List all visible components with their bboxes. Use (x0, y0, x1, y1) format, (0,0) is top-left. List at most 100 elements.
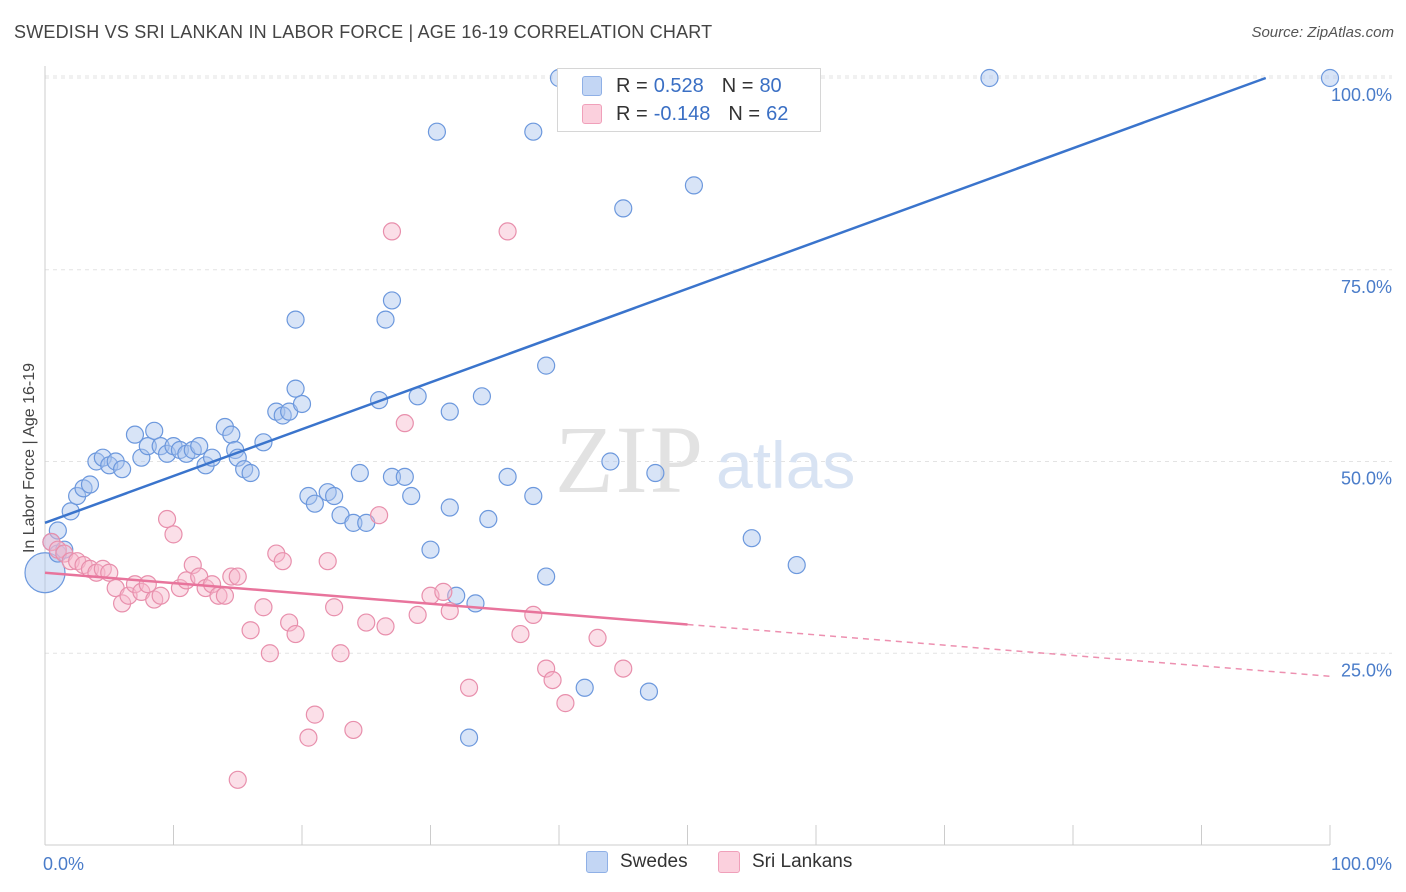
tick-labels: 25.0% 50.0% 75.0% 100.0% 0.0% 100.0% (43, 85, 1392, 874)
sri-lankans-point-36 (286, 624, 305, 644)
y-tick-label-3: 100.0% (1331, 85, 1392, 105)
sri-lankans-point-53 (498, 222, 517, 241)
chart-title: SWEDISH VS SRI LANKAN IN LABOR FORCE | A… (14, 22, 713, 42)
swedes-point-82 (286, 310, 305, 329)
swedes-point-48 (382, 467, 402, 486)
legend-item-sri-lankans[interactable]: Sri Lankans (718, 851, 852, 873)
legend-label-swedes: Swedes (620, 851, 688, 872)
sri-lankans-point-39 (318, 552, 337, 571)
swedes-point-83 (376, 310, 395, 329)
swedes-point-62 (537, 567, 556, 586)
sri-lankans-point-30 (241, 621, 260, 640)
swedes-point-8 (80, 475, 100, 494)
swedes-point-60 (498, 467, 517, 486)
sri-lankans-point-45 (376, 617, 395, 636)
legend-item-swedes[interactable]: Swedes (586, 851, 688, 873)
x-tick-label-1: 100.0% (1331, 854, 1392, 874)
legend-n-label: N = (721, 74, 754, 97)
sri-lankans-point-50 (434, 582, 453, 601)
sri-lankans-point-37 (299, 728, 318, 747)
sri-lankans-point-28 (222, 567, 241, 586)
sri-lankans-point-29 (228, 567, 247, 586)
swedes-point-53 (440, 402, 459, 421)
swedes-point-38 (292, 394, 312, 414)
swedes-point-50 (402, 486, 421, 506)
swedes-point-24 (190, 437, 209, 456)
y-tick-label-1: 50.0% (1341, 469, 1392, 489)
swedes-point-52 (421, 540, 440, 559)
swedes-point-80 (1320, 68, 1340, 88)
swedes-point-2 (48, 521, 67, 540)
legend-swatch-swedes (582, 76, 602, 96)
legend-swatch-sri-lankans (718, 851, 740, 873)
swedes-point-76 (742, 529, 761, 548)
y-axis-title: In Labor Force | Age 16-19 (21, 363, 38, 553)
legend-swatch-sri-lankans (582, 104, 602, 124)
swedes-point-40 (305, 494, 324, 513)
swedes-point-81 (382, 291, 402, 310)
swedes-point-78 (787, 555, 806, 575)
sri-lankans-point-60 (614, 659, 633, 678)
watermark: ZIP atlas (555, 406, 855, 513)
swedes-point-44 (344, 513, 363, 532)
swedes-point-42 (325, 486, 344, 506)
swedes-point-16 (138, 437, 157, 456)
swedes-point-70 (427, 122, 447, 141)
axes (44, 66, 1331, 846)
legend-r-label: R = (616, 74, 648, 97)
trend-line-swedes (44, 76, 1267, 525)
swedes-point-65 (601, 452, 620, 471)
sri-lankans-point-55 (524, 605, 543, 625)
swedes-point-17 (145, 421, 164, 440)
sri-lankans-point-47 (395, 414, 414, 433)
legend-n-value: 80 (759, 74, 782, 97)
sri-lankans-point-54 (511, 624, 530, 644)
swedes-point-79 (980, 68, 999, 88)
y-tick-label-0: 25.0% (1341, 660, 1392, 680)
swedes-point-28 (222, 425, 241, 444)
trend-line-sri-lankans (44, 571, 688, 626)
swedes-point-37 (286, 379, 305, 398)
legend-row-sri-lankans: R = -0.148 N = 62 (582, 101, 788, 127)
sri-lankans-point-41 (331, 644, 350, 663)
sri-lankans-point-34 (273, 552, 292, 571)
swedes-point-13 (112, 460, 132, 479)
swedes-point-59 (479, 509, 498, 529)
series-legend: Swedes Sri Lankans (0, 851, 1406, 877)
sri-lankans-point-40 (325, 598, 344, 617)
legend-r-label: R = (616, 102, 648, 125)
sri-lankans-point-35 (280, 613, 299, 632)
swedes-point-57 (459, 728, 479, 747)
watermark-zip: ZIP (555, 406, 705, 513)
sri-lankans-point-27 (215, 586, 234, 605)
swedes-point-64 (575, 678, 594, 697)
legend-r-value: -0.148 (653, 102, 711, 125)
grid-lines (45, 75, 1392, 654)
sri-lankans-point-46 (382, 222, 402, 241)
sri-lankans-point-38 (305, 705, 324, 724)
series-sri-lankans-points (42, 222, 633, 789)
swedes-point-63 (537, 356, 556, 375)
swedes-point-14 (125, 425, 145, 444)
legend-label-sri-lankans: Sri Lankans (752, 851, 853, 872)
swedes-point-66 (639, 682, 659, 701)
legend-swatch-swedes (586, 851, 608, 873)
sri-lankans-point-56 (537, 659, 556, 678)
swedes-point-32 (241, 463, 260, 483)
trend-lines (44, 76, 1331, 678)
sri-lankans-point-44 (370, 506, 389, 525)
sri-lankans-point-19 (164, 525, 183, 544)
swedes-point-56 (466, 594, 485, 613)
sri-lankans-point-31 (254, 598, 273, 617)
sri-lankans-point-59 (588, 628, 607, 648)
y-tick-label-2: 75.0% (1341, 277, 1392, 297)
legend-r-value: 0.528 (653, 74, 704, 97)
sri-lankans-point-58 (556, 694, 575, 713)
swedes-point-54 (440, 498, 459, 517)
sri-lankans-point-57 (543, 670, 562, 690)
legend-n-label: N = (728, 102, 761, 125)
sri-lankans-point-25 (202, 575, 222, 594)
sri-lankans-point-48 (408, 605, 427, 625)
swedes-point-58 (472, 387, 491, 406)
